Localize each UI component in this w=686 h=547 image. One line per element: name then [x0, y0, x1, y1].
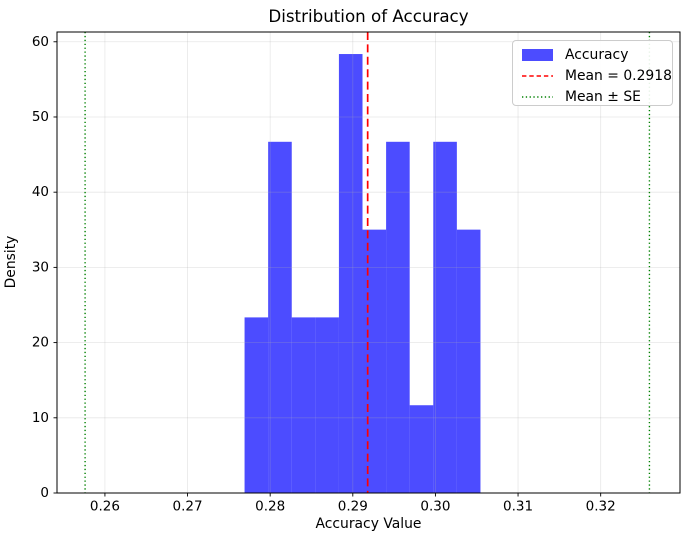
- y-tick-label: 10: [32, 410, 49, 426]
- x-tick-label: 0.29: [338, 499, 368, 515]
- legend-item-mean: Mean = 0.2918: [513, 65, 672, 86]
- histogram-bar: [268, 141, 292, 493]
- legend-label-accuracy: Accuracy: [565, 46, 629, 63]
- y-tick-label: 50: [32, 109, 49, 125]
- histogram-bar: [291, 317, 316, 493]
- x-tick-label: 0.30: [420, 499, 450, 515]
- histogram-bar: [338, 54, 363, 493]
- mean-dashed-line-icon: [522, 74, 553, 77]
- histogram-bar: [433, 141, 457, 493]
- y-tick-label: 20: [32, 335, 49, 351]
- histogram-bar: [409, 405, 434, 493]
- x-tick-label: 0.28: [255, 499, 285, 515]
- x-tick-label: 0.31: [503, 499, 533, 515]
- x-axis-label: Accuracy Value: [315, 516, 422, 532]
- y-tick-label: 60: [32, 34, 49, 50]
- accuracy-patch-icon: [522, 48, 553, 61]
- x-tick-label: 0.32: [586, 499, 616, 515]
- legend-label-mean: Mean = 0.2918: [565, 67, 672, 84]
- chart-title: Distribution of Accuracy: [268, 6, 469, 26]
- histogram-bar: [315, 317, 339, 493]
- histogram-bar: [362, 229, 387, 493]
- legend: Accuracy Mean = 0.2918 Mean ± SE: [512, 40, 673, 106]
- legend-item-accuracy: Accuracy: [513, 44, 672, 65]
- x-tick-label: 0.26: [90, 499, 120, 515]
- y-axis-label: Density: [3, 235, 19, 289]
- se-dotted-line-icon: [522, 95, 553, 98]
- histogram-bar: [244, 317, 269, 493]
- legend-label-se: Mean ± SE: [565, 88, 641, 105]
- plot-border: [56, 31, 681, 494]
- y-tick-label: 30: [32, 259, 49, 275]
- y-tick-label: 0: [40, 485, 49, 501]
- legend-item-se: Mean ± SE: [513, 86, 672, 107]
- histogram-bar: [386, 141, 410, 493]
- y-tick-label: 40: [32, 184, 49, 200]
- x-tick-label: 0.27: [173, 499, 203, 515]
- histogram-bar: [456, 229, 481, 493]
